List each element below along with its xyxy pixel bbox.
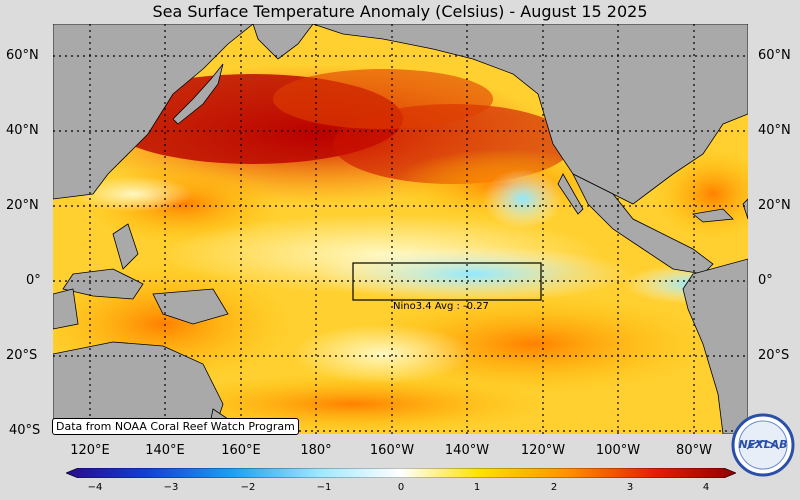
colorbar-tick: −1 xyxy=(316,482,332,493)
lat-label-right: 20°S xyxy=(758,348,790,363)
lon-label: 160°E xyxy=(221,443,261,458)
graticule xyxy=(53,24,748,434)
lon-label: 160°W xyxy=(369,443,415,458)
lat-label-left: 20°N xyxy=(6,198,39,213)
map-title: Sea Surface Temperature Anomaly (Celsius… xyxy=(152,2,648,21)
lon-label: 120°E xyxy=(70,443,110,458)
nino34-box xyxy=(352,262,542,301)
lat-label-right: 0° xyxy=(758,273,773,288)
nino34-average-label: Nino3.4 Avg : -0.27 xyxy=(393,301,489,312)
sst-anomaly-map xyxy=(53,24,748,434)
lat-label-left: 60°N xyxy=(6,48,39,63)
lon-label: 140°E xyxy=(145,443,185,458)
lat-label-right: 60°N xyxy=(758,48,791,63)
lat-label-left: 40°N xyxy=(6,123,39,138)
lon-label: 180° xyxy=(300,443,332,458)
colorbar-tick: −4 xyxy=(87,482,103,493)
colorbar-tick: 2 xyxy=(550,482,558,493)
logo-text: NEXLAB xyxy=(738,438,787,451)
colorbar xyxy=(65,463,737,479)
land-masses xyxy=(53,24,748,434)
nexlab-logo: NEXLAB xyxy=(731,413,795,477)
lon-label: 100°W xyxy=(595,443,641,458)
lat-label-left: 40°S xyxy=(9,423,41,438)
data-credit: Data from NOAA Coral Reef Watch Program xyxy=(52,418,299,435)
lat-label-right: 20°N xyxy=(758,198,791,213)
lat-label-right: 40°N xyxy=(758,123,791,138)
colorbar-tick: 1 xyxy=(473,482,481,493)
lon-label: 140°W xyxy=(444,443,490,458)
lon-label: 80°W xyxy=(676,443,712,458)
colorbar-tick: 0 xyxy=(397,482,405,493)
colorbar-tick: 3 xyxy=(626,482,634,493)
colorbar-tick: −3 xyxy=(163,482,179,493)
colorbar-tick: 4 xyxy=(702,482,710,493)
lat-label-left: 0° xyxy=(26,273,41,288)
colorbar-tick: −2 xyxy=(240,482,256,493)
lat-label-left: 20°S xyxy=(6,348,38,363)
lon-label: 120°W xyxy=(520,443,566,458)
